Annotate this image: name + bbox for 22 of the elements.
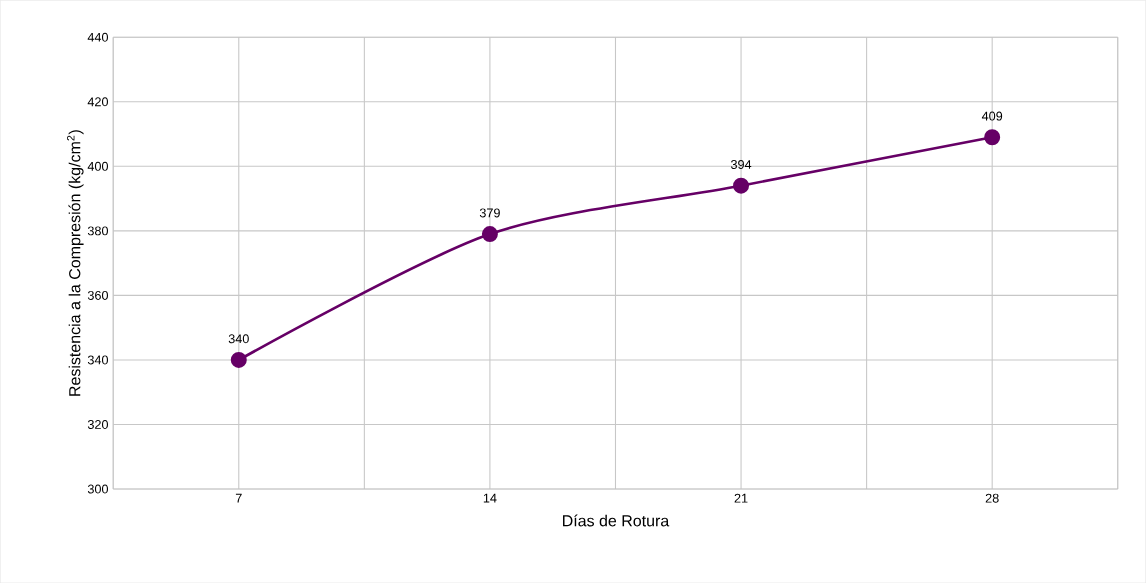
y-tick-label: 340 [87, 355, 109, 365]
point [984, 129, 1001, 146]
y-tick-label: 300 [87, 484, 109, 494]
point [481, 225, 498, 242]
x-tick-label: 7 [235, 493, 242, 503]
data-label: 409 [981, 111, 1003, 121]
y-tick-label: 420 [87, 97, 109, 107]
x-tick-label: 28 [985, 493, 999, 503]
x-tick-label: 14 [483, 493, 497, 503]
x-axis-title: Días de Rotura [563, 514, 670, 527]
data-label: 379 [479, 208, 500, 218]
y-tick-label: 320 [87, 419, 109, 429]
y-tick-label: 440 [87, 32, 109, 42]
y-tick-label: 360 [87, 290, 109, 300]
point [733, 177, 750, 194]
y-tick-label: 400 [87, 161, 109, 171]
point [230, 351, 247, 368]
data-label: 340 [228, 334, 249, 344]
y-axis-title: Resistencia a la Compresión (kg/cm$^{2}$) [67, 130, 84, 396]
y-tick-label: 380 [87, 226, 109, 236]
data-label: 394 [730, 159, 752, 169]
x-tick-label: 21 [734, 493, 748, 503]
